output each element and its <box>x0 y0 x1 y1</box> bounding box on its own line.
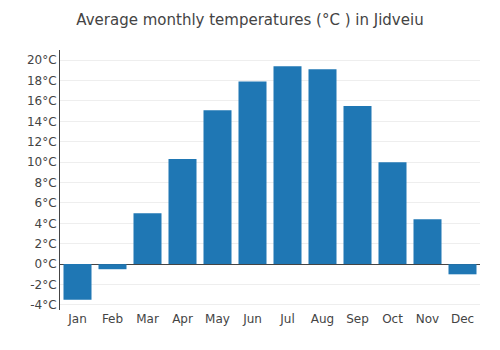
svg-text:Mar: Mar <box>136 312 159 326</box>
svg-text:4°C: 4°C <box>35 217 57 231</box>
svg-text:6°C: 6°C <box>35 196 57 210</box>
svg-text:Average monthly temperatures (: Average monthly temperatures (°C ) in Ji… <box>76 11 423 29</box>
svg-text:2°C: 2°C <box>35 237 57 251</box>
svg-text:Nov: Nov <box>416 312 439 326</box>
svg-text:12°C: 12°C <box>27 135 57 149</box>
svg-text:Jul: Jul <box>279 312 294 326</box>
svg-text:16°C: 16°C <box>27 94 57 108</box>
svg-text:Feb: Feb <box>102 312 123 326</box>
svg-text:May: May <box>205 312 230 326</box>
svg-text:20°C: 20°C <box>27 53 57 67</box>
svg-text:0°C: 0°C <box>35 257 57 271</box>
svg-text:Sep: Sep <box>346 312 369 326</box>
svg-text:8°C: 8°C <box>35 176 57 190</box>
svg-text:18°C: 18°C <box>27 74 57 88</box>
svg-text:Oct: Oct <box>382 312 403 326</box>
svg-text:Dec: Dec <box>451 312 474 326</box>
svg-text:10°C: 10°C <box>27 155 57 169</box>
svg-text:Jun: Jun <box>242 312 262 326</box>
svg-text:Jan: Jan <box>67 312 87 326</box>
svg-text:Apr: Apr <box>172 312 193 326</box>
svg-text:-2°C: -2°C <box>30 278 56 292</box>
svg-text:-4°C: -4°C <box>30 298 56 312</box>
svg-text:14°C: 14°C <box>27 115 57 129</box>
svg-text:Aug: Aug <box>311 312 334 326</box>
